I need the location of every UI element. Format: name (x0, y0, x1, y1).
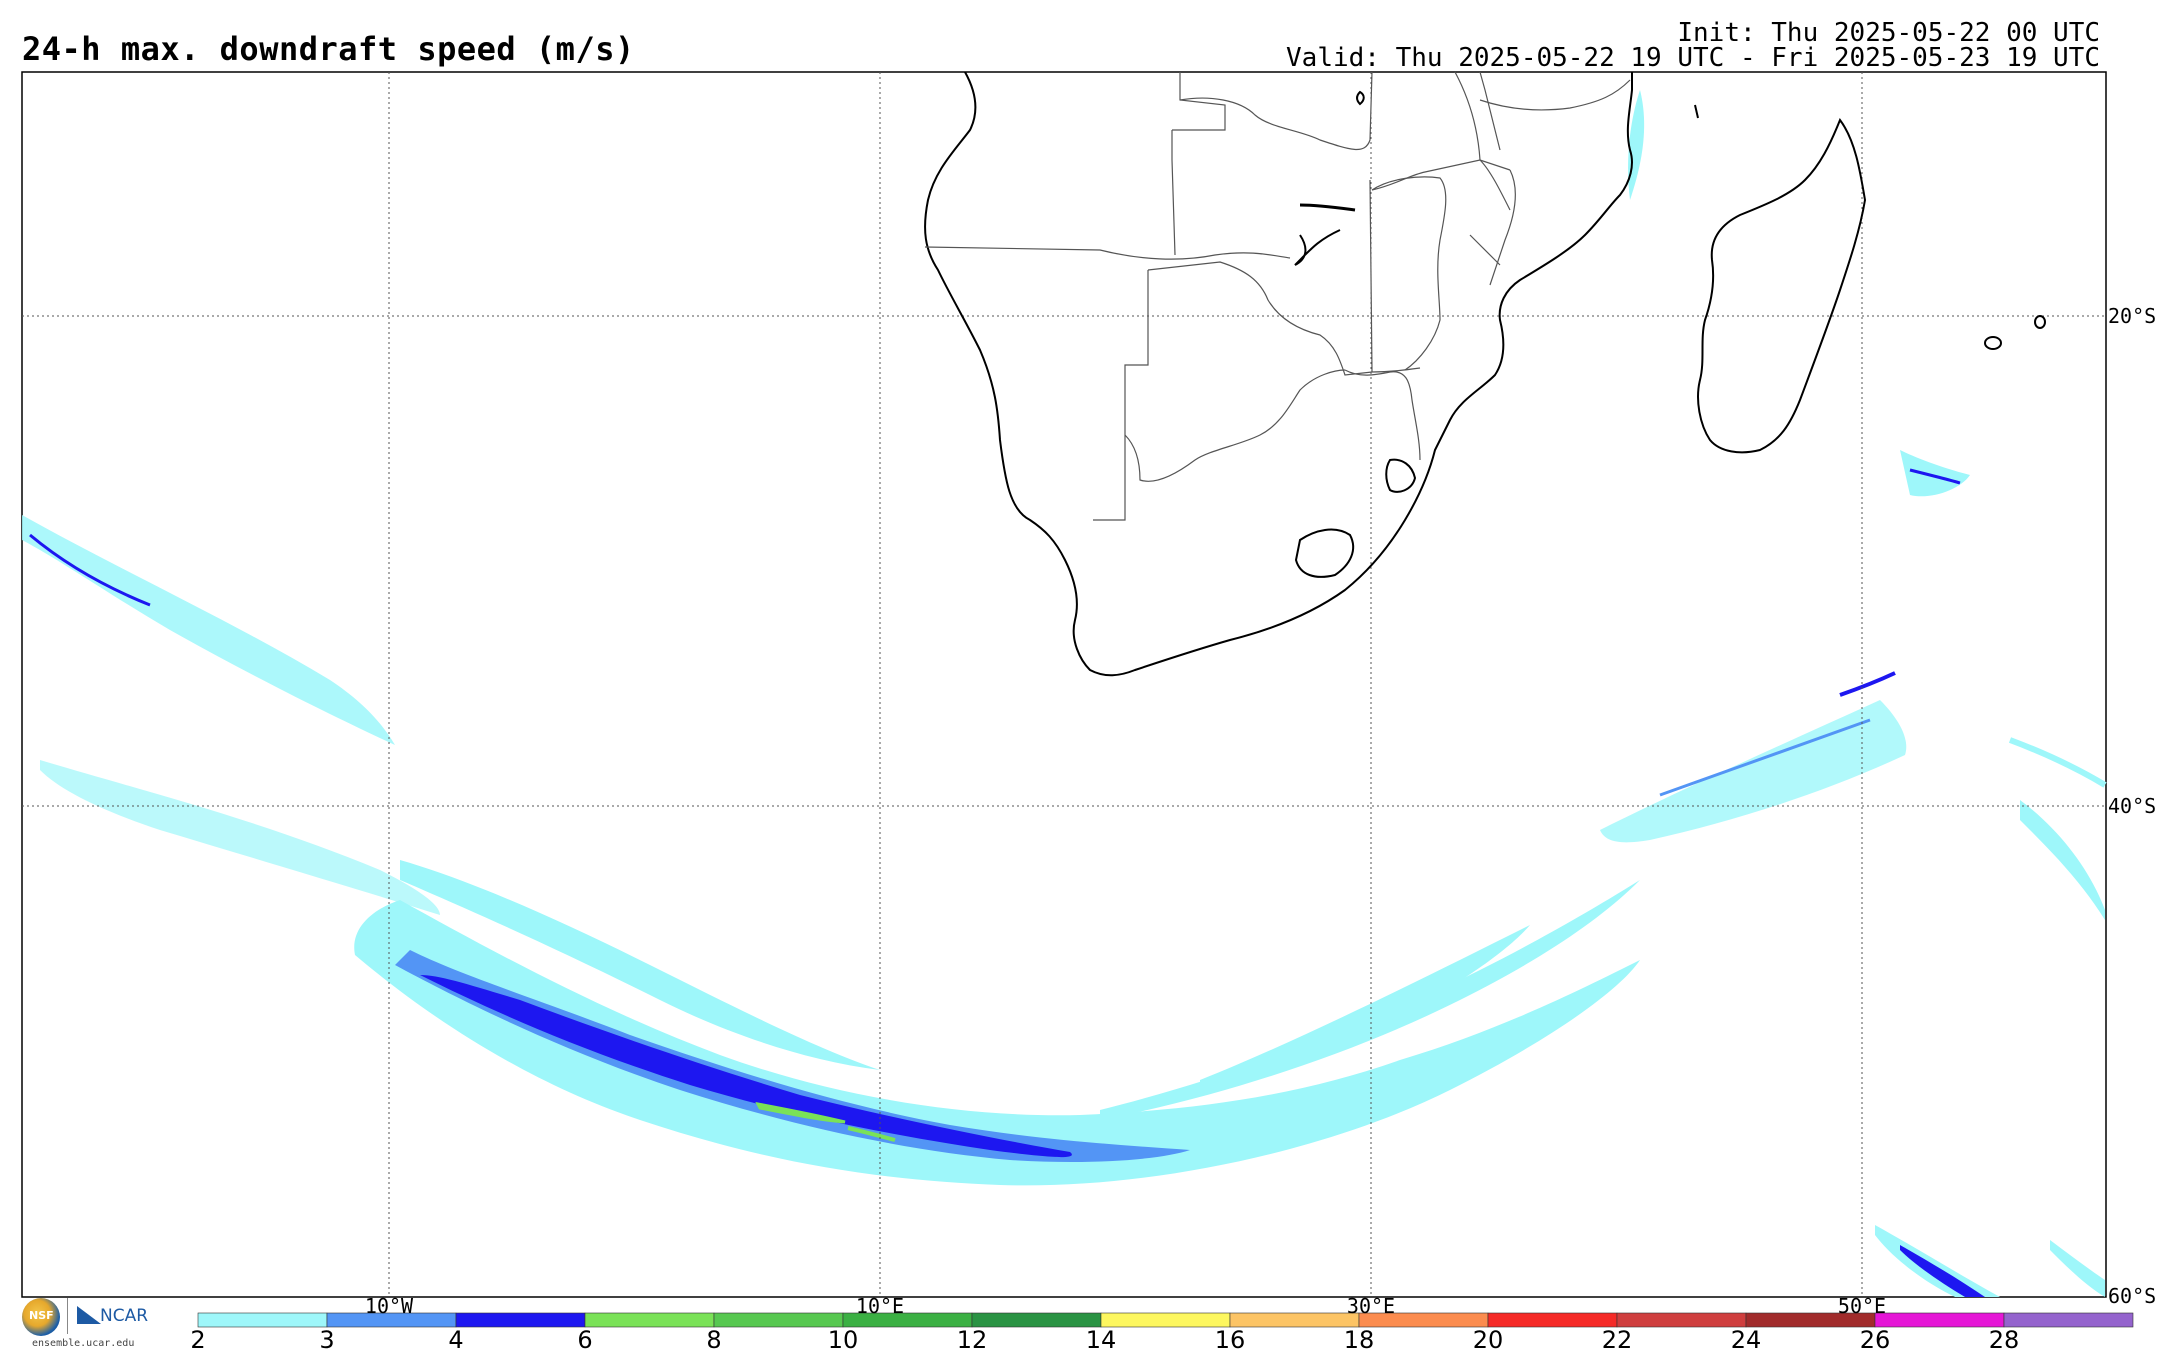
nsf-logo-icon (22, 1298, 60, 1336)
colorbar-swatch (1616, 1312, 1747, 1328)
lon-label-10w: 10°W (364, 1294, 414, 1318)
colorbar-tick-label: 26 (1859, 1326, 1891, 1354)
init-time: Init: Thu 2025-05-22 00 UTC (1677, 18, 2100, 48)
lat-label-40s: 40°S (2108, 794, 2157, 818)
graticule (22, 72, 2106, 1297)
colorbar-tick-label: 8 (706, 1326, 722, 1354)
colorbar-swatch (2003, 1312, 2134, 1328)
colorbar-swatch (1487, 1312, 1618, 1328)
ncar-logo-text: NCAR (100, 1306, 149, 1326)
colorbar-tick-label: 22 (1601, 1326, 1633, 1354)
colorbar-tick-label: 14 (1085, 1326, 1117, 1354)
colorbar-tick-label: 6 (577, 1326, 593, 1354)
colorbar-tick-label: 18 (1343, 1326, 1375, 1354)
colorbar-tick-label: 16 (1214, 1326, 1246, 1354)
colorbar-tick-label: 28 (1988, 1326, 2020, 1354)
colorbar-swatch (197, 1312, 328, 1328)
map-title: 24-h max. downdraft speed (m/s) (22, 30, 635, 68)
country-borders (924, 71, 1631, 521)
ncar-logo-icon (77, 1306, 101, 1324)
colorbar-swatch (1874, 1312, 2005, 1328)
colorbar-tick-label: 20 (1472, 1326, 1504, 1354)
nsf-logo-text: NSF (29, 1309, 54, 1322)
downdraft-field (22, 90, 2107, 1297)
lat-label-60s: 60°S (2108, 1284, 2157, 1308)
lon-label-50e: 50°E (1837, 1294, 1887, 1318)
colorbar (197, 1312, 2134, 1328)
colorbar-tick-label: 24 (1730, 1326, 1762, 1354)
colorbar-swatch (584, 1312, 715, 1328)
lat-label-20s: 20°S (2108, 304, 2157, 328)
colorbar-tick-label: 2 (190, 1326, 206, 1354)
colorbar-swatch (1100, 1312, 1231, 1328)
colorbar-tick-label: 10 (827, 1326, 859, 1354)
logos: NSF NCAR ensemble.ucar.edu (22, 1296, 162, 1352)
site-url: ensemble.ucar.edu (32, 1338, 135, 1349)
colorbar-swatch (713, 1312, 844, 1328)
colorbar-swatch (971, 1312, 1102, 1328)
valid-time: Valid: Thu 2025-05-22 19 UTC - Fri 2025-… (1286, 43, 2100, 73)
colorbar-tick-label: 12 (956, 1326, 988, 1354)
lon-label-30e: 30°E (1346, 1294, 1396, 1318)
map-frame (21, 71, 2107, 1298)
colorbar-swatch (455, 1312, 586, 1328)
colorbar-swatch (1229, 1312, 1360, 1328)
colorbar-tick-label: 3 (319, 1326, 335, 1354)
lon-label-10e: 10°E (855, 1294, 905, 1318)
logo-separator (67, 1298, 68, 1334)
colorbar-tick-label: 4 (448, 1326, 464, 1354)
coastlines (924, 71, 2046, 677)
